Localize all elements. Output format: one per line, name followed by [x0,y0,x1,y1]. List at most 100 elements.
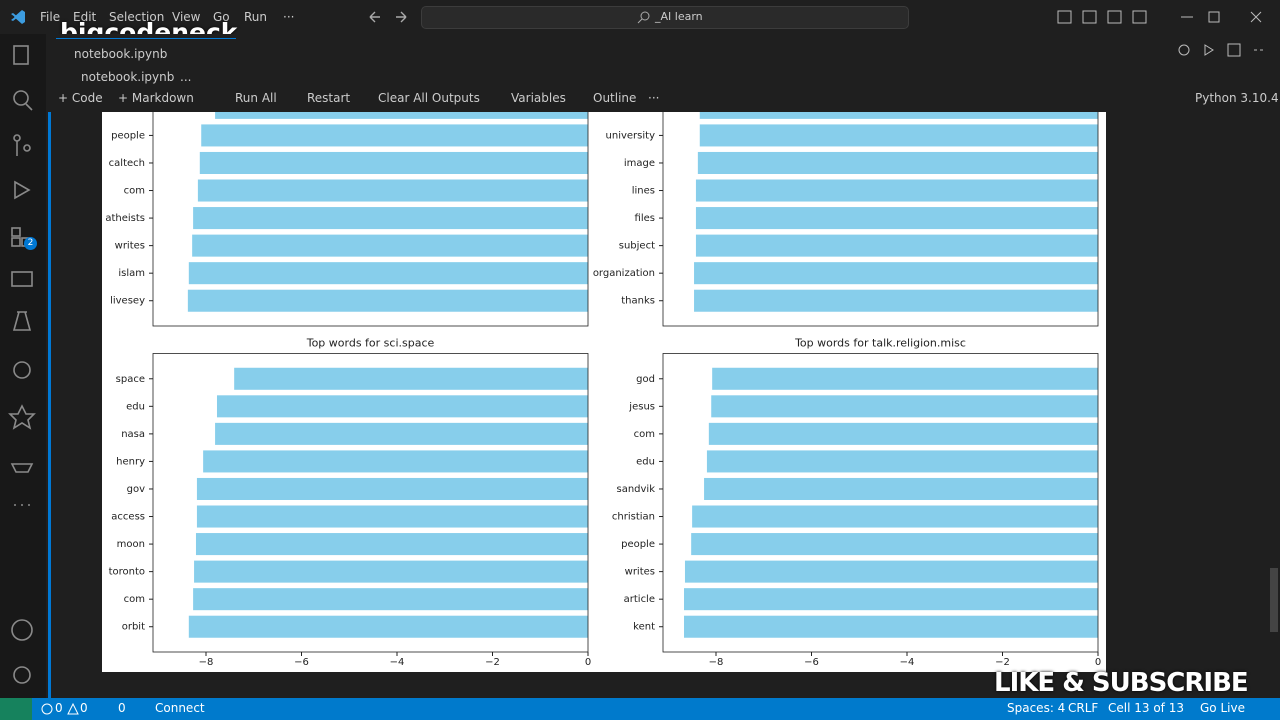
vscode-logo [11,10,25,24]
error-icon [41,703,53,715]
y-tick-label: gov [127,484,145,495]
y-tick-label: writes [625,567,655,578]
breadcrumb[interactable]: notebook.ipynb [81,70,175,84]
ports-count[interactable]: 0 [118,701,126,715]
chart-title: Top words for sci.space [306,337,435,350]
editor-tab[interactable]: notebook.ipynb [56,38,236,69]
x-tick-label: −6 [804,657,819,668]
bar [712,367,1098,390]
status-bar: 0 0 0 Connect Spaces: 4 CRLF Cell 13 of … [0,698,1280,720]
bar [196,477,588,500]
search-icon [637,11,650,24]
bar [196,505,588,528]
bar [694,289,1098,312]
bar [193,207,588,230]
y-tick-label: jesus [628,401,655,412]
bar [215,422,588,445]
toolbar-label: Markdown [131,91,194,105]
menu-item[interactable]: Edit [73,10,97,24]
editor-actions[interactable] [1174,42,1264,58]
toolbar-button[interactable]: Clear All Outputs [378,91,480,105]
bar [201,124,588,147]
y-tick-label: university [606,130,656,141]
chart-title: Top words for talk.religion.misc [794,337,966,350]
menu-item[interactable]: Go [213,10,230,24]
y-tick-label: access [111,512,145,523]
line-ending[interactable]: CRLF [1068,701,1099,715]
search-text: _AI learn [655,10,703,23]
error-count[interactable]: 0 [55,701,63,715]
axes-frame [662,353,1099,653]
toolbar-button[interactable]: Restart [307,91,351,105]
indentation[interactable]: Spaces: 4 [1007,701,1066,715]
y-tick-label: space [116,374,145,385]
bar [697,151,1098,174]
remote-indicator[interactable] [0,698,32,720]
activity-icons[interactable] [0,34,46,698]
bar [197,179,588,202]
y-tick-label: com [634,429,655,440]
x-tick-label: −8 [709,657,724,668]
toolbar-button[interactable]: Variables [511,91,566,105]
bar [216,395,589,418]
bar [694,262,1098,285]
charts: people caltech com atheists writes islam lives… [105,82,1101,668]
bar [195,533,589,556]
bar [188,262,588,285]
warning-count[interactable]: 0 [80,701,88,715]
menu-item[interactable]: View [172,10,201,24]
bar [187,289,588,312]
toolbar-button[interactable]: Outline [593,91,637,105]
x-tick-label: −2 [485,657,500,668]
y-tick-label: image [624,158,655,169]
x-tick-label: −8 [199,657,214,668]
bar [691,533,1098,556]
toolbar-label: Code [71,91,103,105]
bar [215,96,588,119]
menu-item[interactable]: Selection [109,10,165,24]
y-tick-label: people [111,130,145,141]
scrollbar[interactable] [1270,568,1278,632]
toolbar-button[interactable]: ··· [648,91,660,105]
breadcrumb[interactable]: ... [180,70,192,84]
y-tick-label: lines [632,186,655,197]
cell-position[interactable]: Cell 13 of 13 [1108,701,1184,715]
y-tick-label: com [124,186,145,197]
cell-output: people caltech com atheists writes islam lives… [102,82,1106,672]
window-controls[interactable] [1056,9,1271,25]
y-tick-label: article [624,594,655,605]
search-box[interactable]: _AI learn [421,6,909,29]
toolbar-button[interactable]: + Markdown [118,91,194,105]
go-live[interactable]: Go Live [1200,701,1245,715]
menu-item[interactable]: File [40,10,61,24]
y-tick-label: thanks [621,296,655,307]
y-tick-label: writes [115,241,145,252]
bar [188,615,588,638]
y-tick-label: edu [636,456,655,467]
y-tick-label: people [621,539,655,550]
bar [684,615,1098,638]
menu-item[interactable]: Run [244,10,268,24]
x-tick-label: −4 [900,657,915,668]
toolbar-button[interactable]: Run All [235,91,277,105]
bar [699,124,1098,147]
connect[interactable]: Connect [155,701,205,715]
y-tick-label: edu [126,401,145,412]
warning-icon [67,702,79,715]
y-tick-label: god [636,374,655,385]
y-tick-label: livesey [110,296,145,307]
nav-arrows[interactable] [368,10,408,24]
cell-indicator [48,112,51,698]
bar [684,588,1098,611]
y-tick-label: sandvik [616,484,655,495]
y-tick-label: kent [633,622,655,633]
x-tick-label: −4 [390,657,405,668]
menu-item[interactable]: ··· [283,10,295,24]
activity-bar: 2 [0,34,46,698]
y-tick-label: toronto [109,567,145,578]
badge: 2 [24,237,37,250]
kernel-picker[interactable]: Python 3.10.4 [1195,91,1279,105]
toolbar-button[interactable]: + Code [58,91,103,105]
bar [699,96,1098,119]
